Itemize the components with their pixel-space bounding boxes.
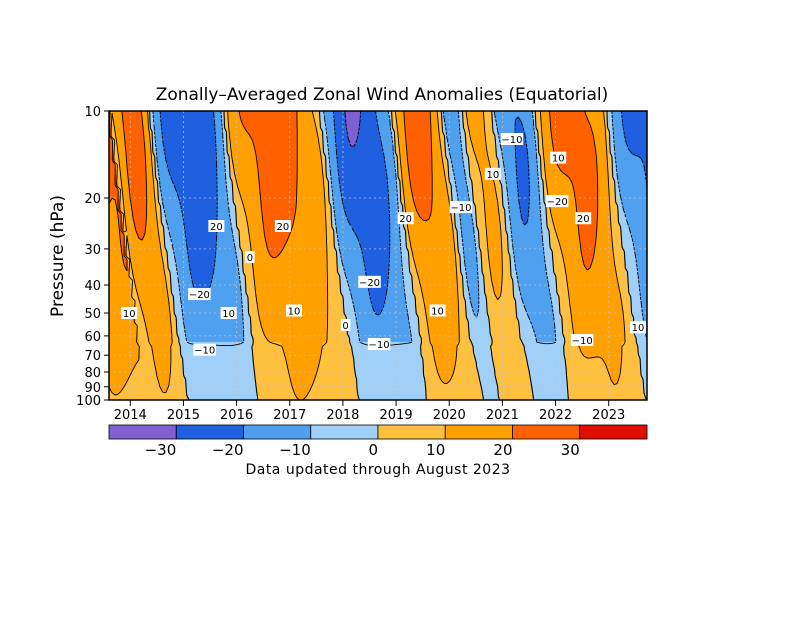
y-tick-label-30: 30 [84,243,101,258]
colorbar-tick-label: 20 [493,441,512,459]
colorbar-swatch-2 [243,424,312,440]
x-tick-label-2018: 2018 [326,408,359,423]
wind-anomaly-field [109,111,647,400]
x-tick-label-2021: 2021 [486,408,519,423]
colorbar-tick-label: 30 [561,441,580,459]
colorbar-tick-label: −10 [279,441,311,459]
contour-label-16: 10 [550,151,567,165]
svg-text:10: 10 [288,306,301,317]
svg-text:−20: −20 [189,290,210,301]
contour-label-13: −10 [449,201,473,214]
x-tick-label-2017: 2017 [273,408,306,423]
heatmap-area: 10 −20 −10 20 10 0 20 10 0 −20 −10 20 10 −10 10 −10 10 −2… [108,110,648,401]
y-tick-label-100: 100 [76,394,101,409]
grid-lines [109,110,647,401]
contour-label-4: 10 [220,307,237,320]
contour-labels: 10 −20 −10 20 10 0 20 10 0 −20 −10 20 10 −10 10 −10 10 −2… [121,133,646,357]
colorbar-swatch-7 [579,424,648,440]
contour-level-neg20 [159,110,648,316]
colorbar-swatch-1 [175,424,244,440]
contour-label-7: 10 [286,304,303,317]
contour-label-14: 10 [484,167,501,181]
contour-label-12: 10 [429,304,446,317]
y-tick-label-60: 60 [84,330,101,345]
y-tick-label-20: 20 [84,192,101,207]
contour-label-6: 20 [274,220,291,233]
contour-label-15: −10 [500,133,524,146]
contour-label-8: 0 [340,318,351,332]
contour-level-0 [149,110,648,401]
contour-label-20: 10 [629,321,646,334]
y-tick-label-40: 40 [84,279,101,294]
contour-label-0: 10 [121,307,138,320]
contour-label-18: 20 [575,212,592,225]
svg-text:−10: −10 [572,336,593,347]
svg-text:0: 0 [342,321,348,332]
colorbar-tick-label: −20 [212,441,244,459]
contour-label-5: 0 [245,250,255,264]
svg-text:−20: −20 [359,278,380,289]
svg-text:10: 10 [431,306,444,317]
contour-label-2: −10 [193,343,216,357]
x-tick-label-2016: 2016 [220,408,253,423]
colorbar: −30 −20 −10 0 10 20 30 [108,424,648,459]
contour-label-11: 20 [397,212,414,225]
svg-text:0: 0 [247,253,253,264]
contour-level-neg10 [152,110,648,347]
x-tick-label-2022: 2022 [539,408,572,423]
contour-label-19: −10 [570,334,594,347]
svg-text:20: 20 [577,214,590,225]
x-tick-label-2020: 2020 [433,408,466,423]
colorbar-swatch-5 [444,424,513,440]
y-tick-label-80: 80 [84,366,101,381]
svg-text:−10: −10 [450,203,471,214]
colorbar-swatch-4 [377,424,446,440]
svg-text:10: 10 [123,309,136,320]
x-tick-label-2019: 2019 [380,408,413,423]
svg-text:10: 10 [552,154,565,165]
svg-text:−20: −20 [547,197,568,208]
contour-level-neg30 [344,110,362,147]
svg-text:10: 10 [632,323,645,334]
svg-text:20: 20 [210,222,223,233]
y-tick-label-50: 50 [84,307,101,322]
y-tick-label-70: 70 [84,349,101,364]
contour-level-20 [108,110,599,272]
data-update-note: Data updated through August 2023 [245,462,510,478]
colorbar-tick-label: −30 [145,441,177,459]
colorbar-tick-label: 10 [426,441,445,459]
y-axis-label: Pressure (hPa) [48,195,68,317]
x-tick-label-2023: 2023 [592,408,625,423]
x-tick-label-2015: 2015 [167,408,200,423]
contour-label-3: 20 [208,220,225,233]
x-axis: 2014 2015 2016 2017 2018 2019 2020 2021 2022 2023 [114,400,625,423]
y-tick-label-90: 90 [84,381,101,396]
contour-label-9: −20 [358,275,381,289]
svg-text:−10: −10 [369,340,390,351]
svg-text:20: 20 [399,214,412,225]
svg-text:20: 20 [276,222,289,233]
svg-text:−10: −10 [501,135,522,146]
colorbar-tick-label: 0 [368,441,378,459]
svg-text:−10: −10 [194,346,215,357]
chart-title: Zonally–Averaged Zonal Wind Anomalies (E… [156,85,609,105]
y-tick-label-10: 10 [84,105,101,120]
colorbar-swatch-6 [512,424,581,440]
contour-label-17: −20 [545,195,569,208]
colorbar-swatch-3 [310,424,379,440]
contour-label-1: −20 [188,288,211,301]
colorbar-swatch-0 [108,424,177,440]
contour-label-10: −10 [367,337,391,351]
plot-frame [108,110,648,401]
x-tick-label-2014: 2014 [114,408,147,423]
svg-text:10: 10 [486,170,499,181]
svg-text:10: 10 [222,309,235,320]
